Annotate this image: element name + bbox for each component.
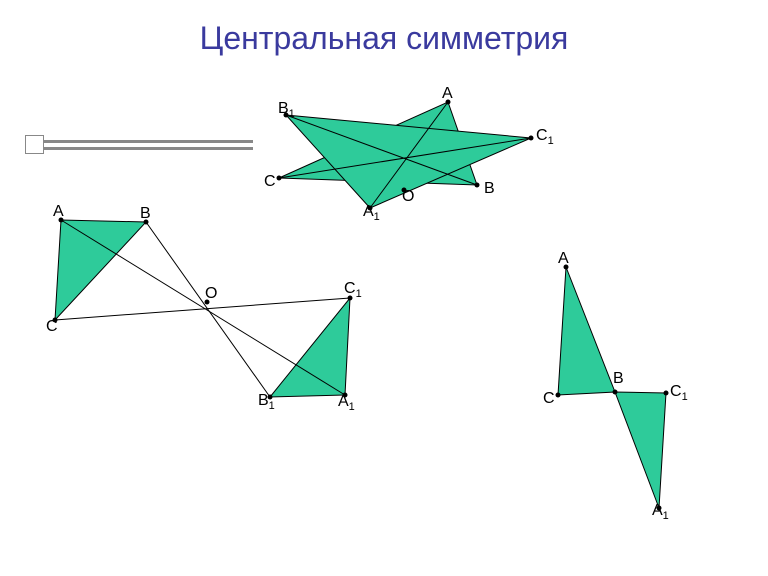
label-f3-C: С: [543, 390, 555, 408]
label-f2-B1: В1: [258, 392, 275, 412]
label-f2-C: С: [46, 318, 58, 336]
label-f1-B: В: [484, 180, 495, 198]
label-f1-A: А: [442, 85, 453, 103]
label-f2-B: В: [140, 205, 151, 223]
diagram-canvas: [0, 0, 768, 576]
label-f1-B1: В1: [278, 100, 295, 120]
label-f1-A1: А1: [363, 203, 380, 223]
label-f2-O: О: [205, 285, 217, 303]
label-f2-A: А: [53, 203, 64, 221]
label-f3-A: А: [558, 250, 569, 268]
label-f3-B: В: [613, 370, 624, 388]
label-f1-C: С: [264, 173, 276, 191]
label-f1-O: О: [402, 188, 414, 206]
label-f3-A1: А1: [652, 502, 669, 522]
label-f2-A1: А1: [338, 393, 355, 413]
label-f3-C1: С1: [670, 383, 688, 403]
label-f2-C1: С1: [344, 280, 362, 300]
label-f1-C1: С1: [536, 127, 554, 147]
